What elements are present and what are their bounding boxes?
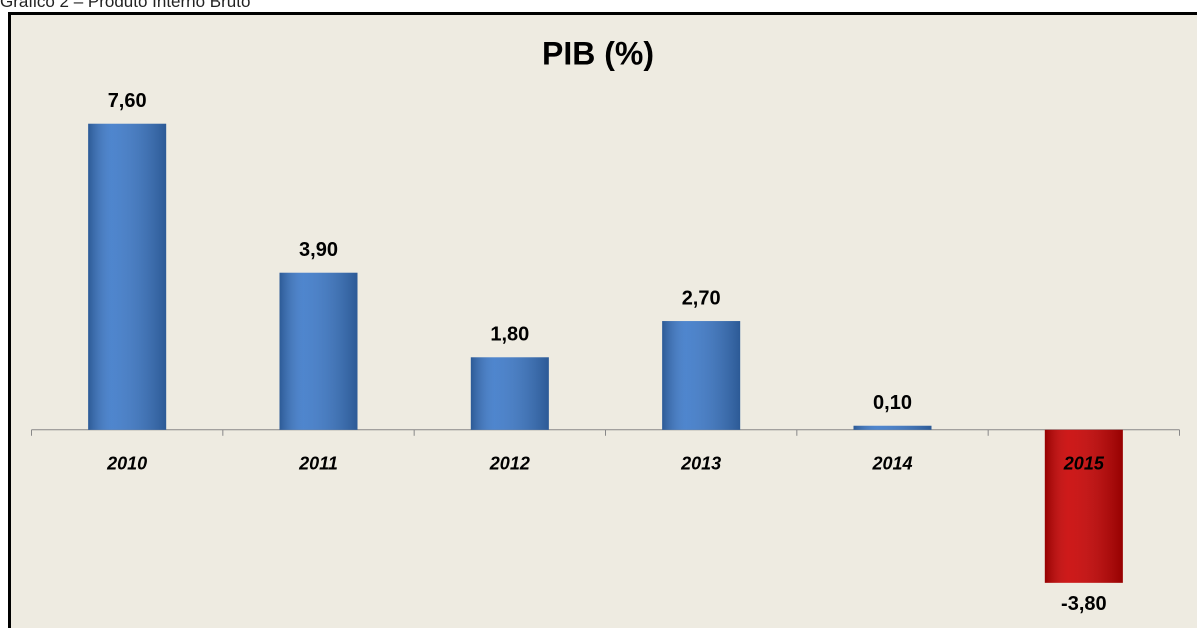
bar-shade <box>1044 429 1123 583</box>
value-label: 1,80 <box>490 324 529 346</box>
bar-shade <box>88 123 167 430</box>
x-tick-label: 2012 <box>489 454 530 474</box>
x-tick-label: 2013 <box>680 454 721 474</box>
caption: Gráfico 2 – Produto Interno Bruto <box>0 0 251 11</box>
bar-shade <box>470 357 549 430</box>
chart-title: PIB (%) <box>542 35 654 71</box>
chart-frame <box>8 12 1197 628</box>
value-label: 7,60 <box>108 90 147 112</box>
value-label: 0,10 <box>873 392 912 414</box>
x-tick-label: 2010 <box>106 454 147 474</box>
x-tick-label: 2011 <box>298 454 338 474</box>
x-tick-label: 2014 <box>871 454 912 474</box>
bar-shade <box>662 321 741 430</box>
bar-shade <box>279 272 358 430</box>
value-label: 2,70 <box>682 287 721 309</box>
bar-shade <box>853 425 932 430</box>
x-tick-label: 2015 <box>1063 454 1105 474</box>
value-label: 3,90 <box>299 239 338 261</box>
value-label: -3,80 <box>1061 593 1107 615</box>
